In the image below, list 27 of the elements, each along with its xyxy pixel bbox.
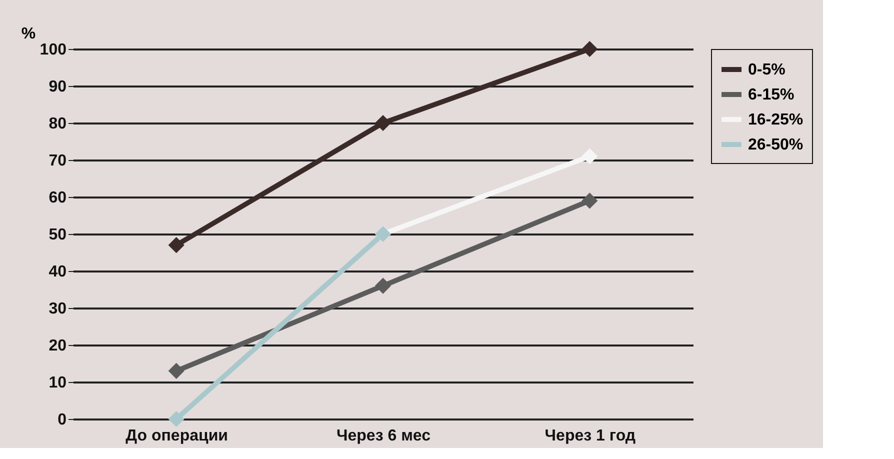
point <box>168 362 184 379</box>
point <box>582 148 598 164</box>
y-tick-label: 90 <box>48 78 67 96</box>
legend-label: 0-5% <box>748 62 786 78</box>
legend-label: 16-25% <box>748 112 804 128</box>
y-axis-title: % <box>21 26 36 42</box>
legend-label: 6-15% <box>748 86 794 104</box>
y-tick-label: 10 <box>48 374 67 392</box>
point <box>168 237 184 254</box>
y-tick-label: 30 <box>48 300 67 318</box>
legend-label: 26-50% <box>748 136 804 154</box>
y-tick-label: 80 <box>48 116 67 132</box>
point <box>168 410 184 428</box>
point <box>374 114 392 132</box>
y-tick-label: 60 <box>48 190 67 206</box>
y-tick-label: 100 <box>40 42 67 58</box>
y-tick-label: 40 <box>48 264 67 280</box>
y-tick-label: 50 <box>48 226 67 244</box>
point <box>582 192 598 209</box>
point <box>582 40 598 58</box>
y-tick-label: 20 <box>48 338 67 354</box>
y-tick-label: 0 <box>58 412 67 428</box>
y-tick-label: 70 <box>48 152 67 170</box>
x-tick-label: Через 1 год <box>544 428 636 444</box>
x-tick-label: Через 6 мес <box>336 428 431 444</box>
x-tick-label: До операции <box>126 428 228 444</box>
point <box>374 278 392 294</box>
